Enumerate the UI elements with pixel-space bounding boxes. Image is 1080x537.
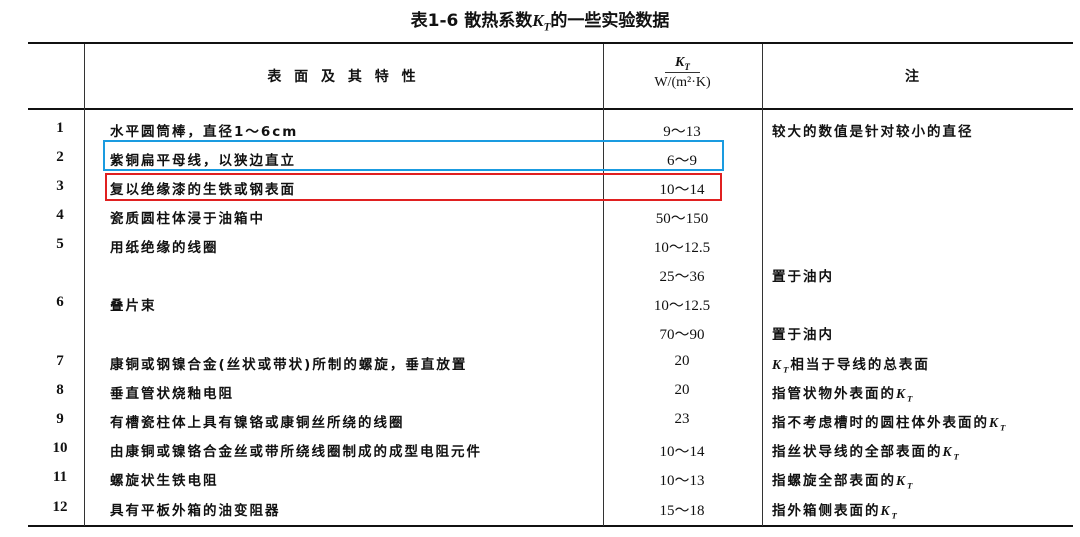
surface-description: 叠片束 bbox=[110, 298, 157, 314]
red-highlight-box bbox=[105, 173, 722, 201]
row-number: 9 bbox=[56, 411, 64, 427]
kt-value: 9～13 bbox=[663, 124, 701, 140]
row-note: 指不考虑槽时的圆柱体外表面的KT bbox=[772, 415, 1008, 433]
kt-value: 6～9 bbox=[666, 153, 697, 169]
kt-value: 10～14 bbox=[659, 182, 705, 198]
table-row: 3 复以绝缘漆的生铁或钢表面 10～14 bbox=[0, 172, 1080, 201]
row-number: 4 bbox=[56, 207, 64, 223]
row-number: 3 bbox=[56, 178, 64, 194]
table-row: 5 用纸绝缘的线圈 10～12.5 bbox=[0, 230, 1080, 259]
surface-description: 瓷质圆柱体浸于油箱中 bbox=[110, 211, 265, 227]
table-row: 7 康铜或钢镍合金(丝状或带状)所制的螺旋，垂直放置 20 KT相当于导线的总表面 bbox=[0, 347, 1080, 376]
row-number: 1 bbox=[56, 120, 64, 136]
surface-description: 具有平板外箱的油变阻器 bbox=[110, 503, 281, 519]
row-note: 指螺旋全部表面的KT bbox=[772, 473, 915, 491]
table-row: 4 瓷质圆柱体浸于油箱中 50～150 bbox=[0, 201, 1080, 230]
kt-value: 15～18 bbox=[659, 503, 705, 519]
kt-symbol: KT bbox=[942, 444, 961, 462]
kt-symbol: KT bbox=[896, 386, 915, 404]
surface-description: 康铜或钢镍合金(丝状或带状)所制的螺旋，垂直放置 bbox=[110, 357, 468, 373]
table-row: 25～36 置于油内 bbox=[0, 259, 1080, 288]
kt-symbol: KT bbox=[896, 473, 915, 491]
kt-symbol: KT bbox=[532, 11, 551, 34]
header-kt: KT W/(m²·K) bbox=[603, 54, 762, 91]
kt-value: 20 bbox=[674, 353, 690, 369]
title-suffix: 的一些实验数据 bbox=[550, 11, 670, 31]
row-number: 2 bbox=[56, 149, 64, 165]
kt-value: 70～90 bbox=[659, 327, 705, 343]
row-note: 较大的数值是针对较小的直径 bbox=[772, 124, 974, 140]
table-row: 6 叠片束 10～12.5 bbox=[0, 288, 1080, 317]
header-surface: 表 面 及 其 特 性 bbox=[267, 69, 420, 85]
table-row: 9 有槽瓷柱体上具有镍铬或康铜丝所绕的线圈 23 指不考虑槽时的圆柱体外表面的KT bbox=[0, 405, 1080, 434]
kt-value: 25～36 bbox=[659, 269, 705, 285]
row-note: 指外箱侧表面的KT bbox=[772, 503, 899, 521]
table-row: 2 紫铜扁平母线，以狭边直立 6～9 bbox=[0, 143, 1080, 172]
surface-description: 紫铜扁平母线，以狭边直立 bbox=[110, 153, 296, 169]
table-row: 12 具有平板外箱的油变阻器 15～18 指外箱侧表面的KT bbox=[0, 493, 1080, 522]
surface-description: 有槽瓷柱体上具有镍铬或康铜丝所绕的线圈 bbox=[110, 415, 405, 431]
column-divider bbox=[603, 44, 604, 526]
kt-value: 50～150 bbox=[655, 211, 709, 227]
row-note: 指管状物外表面的KT bbox=[772, 386, 915, 404]
header-unit: W/(m²·K) bbox=[654, 74, 711, 90]
table-row: 8 垂直管状烧釉电阻 20 指管状物外表面的KT bbox=[0, 376, 1080, 405]
kt-symbol: KT bbox=[989, 415, 1008, 433]
kt-value: 10～14 bbox=[659, 444, 705, 460]
header-note: 注 bbox=[905, 69, 919, 85]
surface-description: 复以绝缘漆的生铁或钢表面 bbox=[110, 182, 296, 198]
table-title: 表1-6 散热系数KT的一些实验数据 bbox=[0, 6, 1080, 33]
kt-value: 10～12.5 bbox=[653, 298, 711, 314]
table-row: 11 螺旋状生铁电阻 10～13 指螺旋全部表面的KT bbox=[0, 463, 1080, 492]
surface-description: 垂直管状烧釉电阻 bbox=[110, 386, 234, 402]
kt-symbol: KT bbox=[880, 503, 899, 521]
row-note: 置于油内 bbox=[772, 327, 834, 343]
row-number: 10 bbox=[52, 440, 68, 456]
table-row: 70～90 置于油内 bbox=[0, 317, 1080, 346]
column-divider bbox=[84, 44, 85, 526]
row-number: 11 bbox=[52, 469, 68, 485]
column-divider bbox=[762, 44, 763, 526]
kt-value: 10～12.5 bbox=[653, 240, 711, 256]
row-number: 8 bbox=[56, 382, 64, 398]
row-note: 指丝状导线的全部表面的KT bbox=[772, 444, 961, 462]
kt-symbol: KT bbox=[772, 357, 791, 375]
bottom-rule bbox=[28, 525, 1073, 527]
row-number: 7 bbox=[56, 353, 64, 369]
table-row: 10 由康铜或镍铬合金丝或带所绕线圈制成的成型电阻元件 10～14 指丝状导线的全部表… bbox=[0, 434, 1080, 463]
row-number: 6 bbox=[56, 294, 64, 310]
kt-value: 10～13 bbox=[659, 473, 705, 489]
surface-description: 用纸绝缘的线圈 bbox=[110, 240, 219, 256]
table-row: 1 水平圆筒棒，直径1～6cm 9～13 较大的数值是针对较小的直径 bbox=[0, 114, 1080, 143]
row-note: 置于油内 bbox=[772, 269, 834, 285]
surface-description: 由康铜或镍铬合金丝或带所绕线圈制成的成型电阻元件 bbox=[110, 444, 482, 460]
blue-highlight-box bbox=[103, 140, 724, 171]
row-number: 12 bbox=[52, 499, 68, 515]
surface-description: 水平圆筒棒，直径1～6cm bbox=[110, 124, 299, 140]
title-prefix: 表1-6 散热系数 bbox=[410, 11, 533, 31]
kt-value: 23 bbox=[674, 411, 690, 427]
header-rule bbox=[28, 108, 1073, 110]
surface-description: 螺旋状生铁电阻 bbox=[110, 473, 219, 489]
kt-value: 20 bbox=[674, 382, 690, 398]
row-number: 5 bbox=[56, 236, 64, 252]
top-rule bbox=[28, 42, 1073, 44]
row-note: KT相当于导线的总表面 bbox=[772, 357, 930, 375]
